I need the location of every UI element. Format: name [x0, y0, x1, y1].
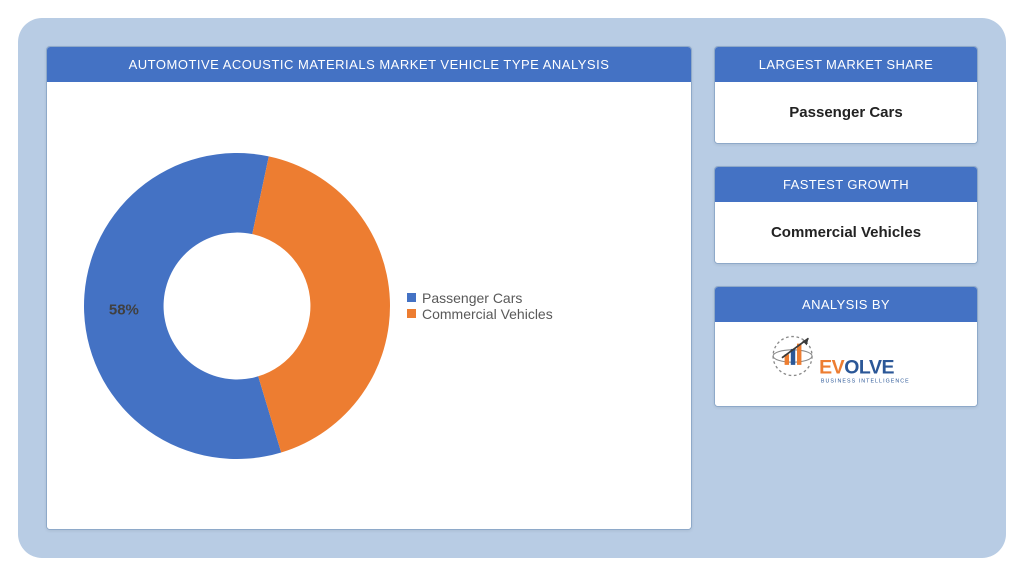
evolve-logo-icon: EVOLVE BUSINESS INTELLIGENCE: [766, 333, 925, 395]
infographic-frame: AUTOMOTIVE ACOUSTIC MATERIALS MARKET VEH…: [18, 18, 1006, 558]
card-title: LARGEST MARKET SHARE: [715, 47, 977, 82]
chart-body: 58% Passenger CarsCommercial Vehicles: [47, 82, 691, 529]
svg-text:EVOLVE: EVOLVE: [819, 357, 894, 379]
legend-label: Passenger Cars: [422, 290, 522, 306]
card-analysis-by: ANALYSIS BY EVOLVE BUSINESS: [714, 286, 978, 407]
chart-card: AUTOMOTIVE ACOUSTIC MATERIALS MARKET VEH…: [46, 46, 692, 530]
chart-legend: Passenger CarsCommercial Vehicles: [407, 290, 691, 322]
svg-text:BUSINESS INTELLIGENCE: BUSINESS INTELLIGENCE: [821, 379, 910, 385]
chart-title-bar: AUTOMOTIVE ACOUSTIC MATERIALS MARKET VEH…: [47, 47, 691, 82]
legend-swatch: [407, 309, 416, 318]
donut-chart: 58%: [67, 136, 407, 476]
legend-label: Commercial Vehicles: [422, 306, 553, 322]
logo-container: EVOLVE BUSINESS INTELLIGENCE: [715, 322, 977, 406]
legend-swatch: [407, 293, 416, 302]
card-title: FASTEST GROWTH: [715, 167, 977, 202]
side-panel: LARGEST MARKET SHARE Passenger Cars FAST…: [714, 46, 978, 530]
card-title: ANALYSIS BY: [715, 287, 977, 322]
card-value: Commercial Vehicles: [715, 202, 977, 263]
donut-slice: [252, 156, 390, 452]
legend-item: Passenger Cars: [407, 290, 673, 306]
card-fastest-growth: FASTEST GROWTH Commercial Vehicles: [714, 166, 978, 264]
chart-title: AUTOMOTIVE ACOUSTIC MATERIALS MARKET VEH…: [129, 57, 610, 72]
card-market-share: LARGEST MARKET SHARE Passenger Cars: [714, 46, 978, 144]
donut-pct-label: 58%: [109, 302, 139, 319]
legend-item: Commercial Vehicles: [407, 306, 673, 322]
card-value: Passenger Cars: [715, 82, 977, 143]
